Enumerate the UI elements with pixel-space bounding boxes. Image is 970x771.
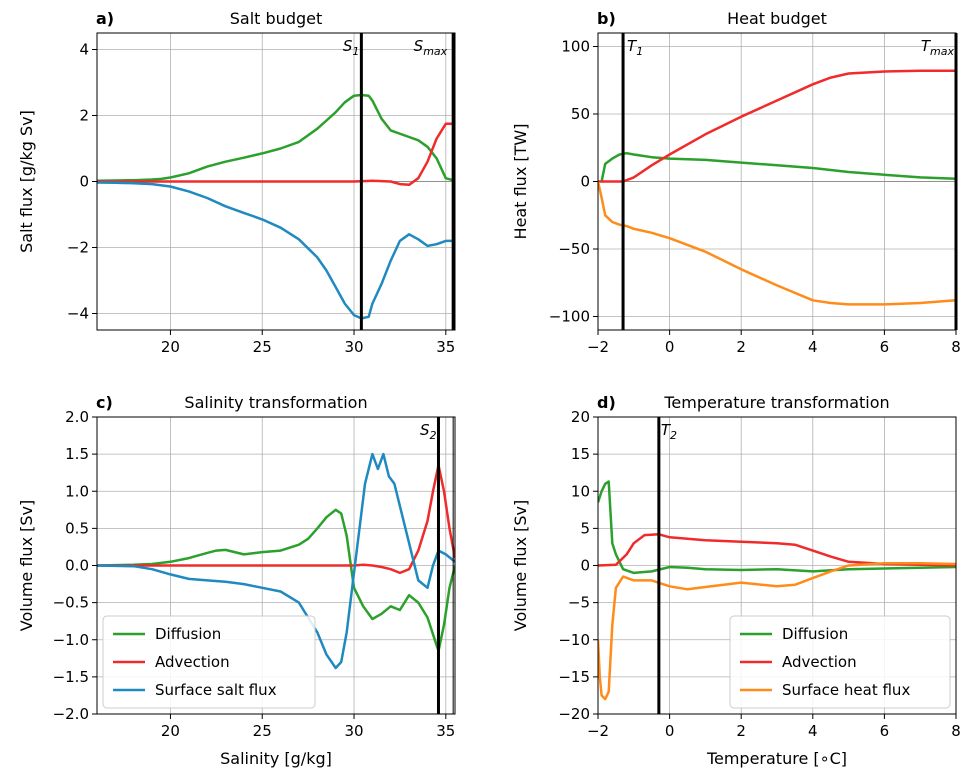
y-tick-label: −50 xyxy=(558,240,590,258)
y-tick-label: 5 xyxy=(580,519,590,537)
legend-entry: Advection xyxy=(782,653,857,671)
legend-box xyxy=(102,615,316,709)
y-axis-label: Volume flux [Sv] xyxy=(17,500,36,631)
legend-box xyxy=(729,615,951,709)
reference-label: S2 xyxy=(420,421,437,442)
y-axis-label: Volume flux [Sv] xyxy=(511,500,530,631)
series-line-diffusion xyxy=(598,480,956,575)
y-tick-label: 4 xyxy=(79,41,89,59)
y-tick-label: −100 xyxy=(549,308,590,326)
reference-label: S1 xyxy=(343,37,360,58)
x-tick-label: 25 xyxy=(253,722,272,740)
legend: Diffusion Advection Surface salt flux xyxy=(102,615,316,709)
panel-title: Temperature transformation xyxy=(663,393,889,412)
series-line-advection xyxy=(598,533,956,567)
x-tick-label: 4 xyxy=(808,338,818,356)
series-line-surface-heat-flux xyxy=(598,181,956,306)
panel-letter: b) xyxy=(597,9,616,28)
panel-letter: d) xyxy=(597,393,616,412)
y-axis-label: Salt flux [g/kg Sv] xyxy=(17,110,36,253)
y-tick-label: −2.0 xyxy=(53,705,89,723)
y-tick-label: −2 xyxy=(67,239,89,257)
y-tick-label: 0.0 xyxy=(65,557,89,575)
legend-entry: Advection xyxy=(155,653,230,671)
x-tick-label: 20 xyxy=(161,338,180,356)
legend-entry: Diffusion xyxy=(782,625,848,643)
x-tick-label: −2 xyxy=(587,338,609,356)
series-line-surface-salt-flux xyxy=(97,452,455,670)
x-tick-label: −2 xyxy=(587,722,609,740)
x-tick-label: 25 xyxy=(253,338,272,356)
y-tick-label: 50 xyxy=(571,105,590,123)
x-axis-label: Salinity [g/kg] xyxy=(220,749,332,768)
panel-letter: a) xyxy=(96,9,114,28)
y-tick-label: 10 xyxy=(571,482,590,500)
legend-entry: Surface salt flux xyxy=(155,681,277,699)
y-tick-label: −20 xyxy=(558,705,590,723)
y-tick-label: 0 xyxy=(580,173,590,191)
panel-b: T1 Tmax −2 0 2 4 6 8 −100 −50 0 50 100 b) Heat budget H… xyxy=(511,9,961,356)
x-tick-label: 6 xyxy=(880,338,890,356)
x-tick-label: 8 xyxy=(951,338,961,356)
series-line-advection xyxy=(598,69,956,183)
y-tick-label: −1.0 xyxy=(53,631,89,649)
series-line-surface-salt-flux xyxy=(97,181,455,320)
panel-title: Heat budget xyxy=(727,9,827,28)
series-line-surface-heat-flux xyxy=(598,562,956,701)
legend: Diffusion Advection Surface heat flux xyxy=(729,615,951,709)
x-tick-label: 8 xyxy=(951,722,961,740)
panel-c: S2 20 25 30 35 −2.0 −1.5 −1.0 −0.5 0.0 0.5 1.0 1.5 2.… xyxy=(17,393,456,768)
series-line-diffusion xyxy=(97,508,455,653)
x-tick-label: 20 xyxy=(161,722,180,740)
y-tick-label: −10 xyxy=(558,631,590,649)
series-line-advection xyxy=(97,464,455,575)
reference-label: T1 xyxy=(627,37,643,58)
x-tick-label: 4 xyxy=(808,722,818,740)
y-tick-label: 1.0 xyxy=(65,482,89,500)
y-tick-label: 2 xyxy=(79,107,89,125)
x-tick-label: 2 xyxy=(736,722,746,740)
y-tick-label: −5 xyxy=(568,594,590,612)
y-tick-label: 2.0 xyxy=(65,408,89,426)
y-tick-label: −1.5 xyxy=(53,668,89,686)
y-tick-label: −0.5 xyxy=(53,594,89,612)
series-line-advection xyxy=(97,122,455,187)
y-tick-label: 20 xyxy=(571,408,590,426)
panel-title: Salt budget xyxy=(230,9,323,28)
reference-label: Smax xyxy=(414,37,448,58)
y-axis-label: Heat flux [TW] xyxy=(511,124,530,240)
x-tick-label: 30 xyxy=(344,338,363,356)
reference-label: T2 xyxy=(661,421,677,442)
y-tick-label: −15 xyxy=(558,668,590,686)
y-tick-label: 1.5 xyxy=(65,445,89,463)
legend-entry: Surface heat flux xyxy=(782,681,910,699)
x-axis-label: Temperature [∘C] xyxy=(706,749,847,768)
x-tick-label: 6 xyxy=(880,722,890,740)
y-tick-label: 0.5 xyxy=(65,519,89,537)
legend-entry: Diffusion xyxy=(155,625,221,643)
y-tick-label: −4 xyxy=(67,305,89,323)
y-tick-label: 100 xyxy=(561,38,590,56)
series-line-diffusion xyxy=(600,151,956,182)
reference-label: Tmax xyxy=(921,37,955,58)
series-line-diffusion xyxy=(97,93,455,183)
y-tick-label: 0 xyxy=(79,173,89,191)
panel-a: S1 Smax 20 25 30 35 −4 −2 0 2 4 a) Salt budget Salt f… xyxy=(17,9,456,356)
y-tick-label: 0 xyxy=(580,557,590,575)
y-tick-label: 15 xyxy=(571,445,590,463)
x-tick-label: 35 xyxy=(436,338,455,356)
x-tick-label: 2 xyxy=(736,338,746,356)
x-tick-label: 0 xyxy=(665,722,675,740)
panel-title: Salinity transformation xyxy=(184,393,367,412)
x-tick-label: 30 xyxy=(344,722,363,740)
panel-letter: c) xyxy=(96,393,113,412)
x-tick-label: 0 xyxy=(665,338,675,356)
x-tick-label: 35 xyxy=(436,722,455,740)
